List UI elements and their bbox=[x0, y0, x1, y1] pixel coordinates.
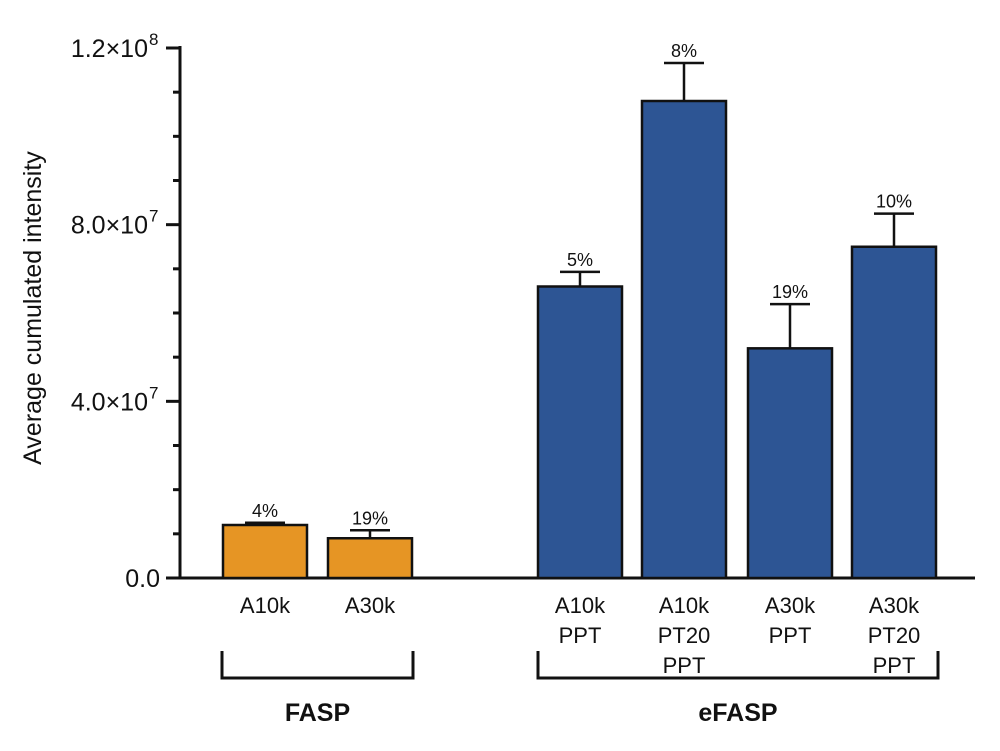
cv-percent-label: 19% bbox=[772, 282, 808, 302]
cv-percent-label: 5% bbox=[567, 250, 593, 270]
y-tick-label: 1.2×10 bbox=[71, 35, 148, 63]
y-tick-exponent: 7 bbox=[149, 383, 158, 402]
y-tick-exponent: 7 bbox=[149, 207, 158, 226]
x-category-label: A10k bbox=[659, 593, 710, 618]
cv-percent-label: 19% bbox=[352, 508, 388, 528]
x-category-label: A30k bbox=[869, 593, 920, 618]
y-tick-label: 0.0 bbox=[125, 565, 160, 593]
bar-2 bbox=[536, 285, 624, 580]
x-category-label: PT20 bbox=[868, 623, 921, 648]
y-tick-label-base: 4.0×10 bbox=[71, 388, 148, 416]
y-tick-label: 4.0×10 bbox=[71, 388, 148, 416]
y-tick-exponent: 8 bbox=[149, 30, 158, 49]
x-category-label: PT20 bbox=[658, 623, 711, 648]
bar-5 bbox=[850, 245, 938, 580]
bar-3 bbox=[640, 99, 728, 580]
group-label-eFASP: eFASP bbox=[698, 699, 777, 727]
cv-percent-label: 4% bbox=[252, 501, 278, 521]
bar-4 bbox=[746, 347, 834, 580]
group-bracket-eFASP bbox=[536, 651, 940, 680]
group-label-FASP: FASP bbox=[285, 699, 350, 727]
y-tick-label-base: 1.2×10 bbox=[71, 35, 148, 63]
y-tick-label-base: 8.0×10 bbox=[71, 212, 148, 240]
y-tick-label: 8.0×10 bbox=[71, 212, 148, 240]
x-category-label: PPT bbox=[663, 653, 706, 678]
x-category-label: A10k bbox=[240, 593, 291, 618]
cv-percent-label: 10% bbox=[876, 192, 912, 212]
x-category-label: PPT bbox=[559, 623, 602, 648]
bar-1 bbox=[326, 537, 414, 580]
cv-percent-label: 8% bbox=[671, 41, 697, 61]
x-category-label: PPT bbox=[769, 623, 812, 648]
x-category-label: A10k bbox=[555, 593, 606, 618]
group-bracket-FASP bbox=[220, 651, 415, 680]
x-category-label: A30k bbox=[765, 593, 816, 618]
x-category-label: PPT bbox=[873, 653, 916, 678]
bar-0 bbox=[221, 523, 309, 580]
y-axis-label: Average cumulated intensity bbox=[19, 151, 47, 465]
x-category-label: A30k bbox=[345, 593, 396, 618]
